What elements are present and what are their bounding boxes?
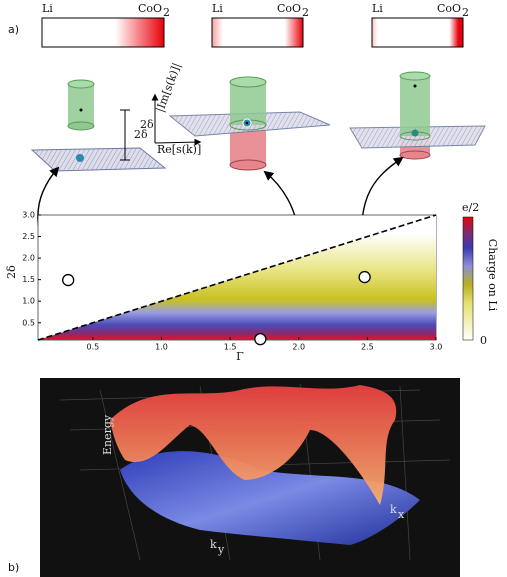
bar-left-label: Li — [372, 2, 383, 15]
x-tick-label: 3.0 — [430, 343, 443, 352]
bar-left-label: Li — [212, 2, 223, 15]
chart: 0.5 1.0 1.5 2.0 2.5 3.0 0.5 1.0 1.5 2.0 2.5 3.0 Γ 2δ e… — [5, 201, 499, 363]
x-tick-label: 0.5 — [87, 343, 100, 352]
panel-label: a) — [8, 23, 19, 36]
bar-left-label: Li — [42, 2, 53, 15]
y-tick-label: 1.0 — [22, 297, 35, 306]
bar-right-label: CoO — [437, 2, 461, 15]
x-tick-label: 2.5 — [361, 343, 374, 352]
colorbar-label: Charge on Li — [486, 239, 499, 312]
axis-label: Energy — [101, 414, 114, 455]
marker — [62, 273, 75, 287]
axis-label: |Im[s(k)]| — [153, 61, 184, 114]
axis-label: k — [210, 538, 217, 551]
axis-label: Re[s(k)] — [157, 143, 201, 156]
axis-label: y — [217, 543, 225, 556]
bar-right-sub: 2 — [462, 6, 469, 19]
bar-right-sub: 2 — [302, 6, 309, 19]
schematic: 2δ — [30, 79, 167, 172]
y-axis-label: 2δ — [5, 265, 18, 279]
colorbar-max: e/2 — [462, 201, 479, 214]
composition-bar — [371, 17, 464, 48]
y-tick-label: 2.5 — [22, 232, 35, 241]
bar-right-label: CoO — [138, 2, 162, 15]
composition-bar — [211, 17, 304, 48]
colorbar-min: 0 — [480, 334, 487, 347]
x-tick-label: 1.0 — [155, 343, 168, 352]
y-tick-label: 2.0 — [22, 254, 35, 263]
gap-label: 2δ — [134, 128, 148, 141]
x-axis-label: Γ — [236, 350, 244, 363]
axis-label: x — [398, 508, 405, 521]
x-tick-label: 1.5 — [224, 343, 237, 352]
axis-label: k — [390, 503, 397, 516]
boundary-line — [37, 214, 437, 341]
gap-label: 2δ — [140, 118, 154, 131]
marker — [358, 270, 371, 284]
schematic: 2δ |Im[s(k)]| Re[s(k)] — [140, 61, 331, 171]
y-tick-label: 0.5 — [22, 318, 35, 327]
y-tick-label: 3.0 — [22, 211, 35, 220]
y-tick-label: 1.5 — [22, 275, 35, 284]
x-tick-label: 2.0 — [292, 343, 305, 352]
surface-plot: b) Energy k x k y — [8, 378, 460, 577]
bars: Li CoO 2 Li CoO 2 Li CoO 2 — [41, 2, 469, 48]
bar-right-label: CoO — [277, 2, 301, 15]
colorbar — [462, 216, 474, 341]
panel-label: b) — [8, 561, 19, 574]
composition-bar — [41, 17, 165, 48]
marker — [254, 332, 267, 346]
bar-right-sub: 2 — [163, 6, 170, 19]
schematic — [349, 71, 486, 160]
